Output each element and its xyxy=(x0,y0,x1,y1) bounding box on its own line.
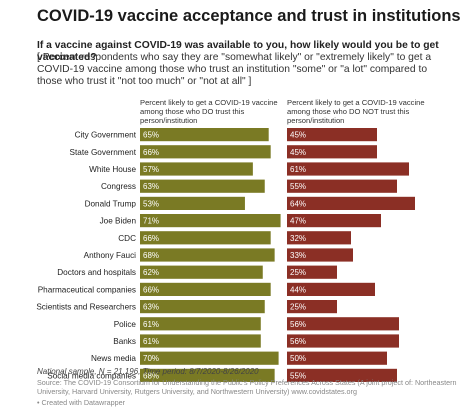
bar-value-label: 57% xyxy=(143,165,159,174)
bar-value-label: 55% xyxy=(290,182,306,191)
category-label: White House xyxy=(89,165,136,174)
category-label: News media xyxy=(91,354,136,363)
series-header-no-trust: Percent likely to get a COVID-19 vaccine… xyxy=(287,98,425,125)
bar-series-2 xyxy=(287,282,375,296)
source-note: Source: The COVID-19 Consortium for Unde… xyxy=(37,378,457,396)
bar-value-label: 53% xyxy=(143,199,159,208)
bar-series-1 xyxy=(140,145,271,159)
bar-series-1 xyxy=(140,179,265,193)
category-label: Donald Trump xyxy=(85,199,137,208)
category-label: CDC xyxy=(118,234,136,243)
category-label: City Government xyxy=(75,131,137,140)
bar-value-label: 68% xyxy=(143,251,159,260)
bar-series-2 xyxy=(287,179,397,193)
chart-question: If a vaccine against COVID-19 was availa… xyxy=(37,40,439,63)
bar-series-2 xyxy=(287,145,377,159)
bar-series-2 xyxy=(287,300,337,314)
bar-series-1 xyxy=(140,231,271,245)
bar-series-1 xyxy=(140,214,281,228)
bar-series-2 xyxy=(287,265,337,279)
bar-value-label: 63% xyxy=(143,182,159,191)
bar-value-label: 33% xyxy=(290,251,306,260)
bar-value-label: 63% xyxy=(143,303,159,312)
category-label: Pharmaceutical companies xyxy=(38,285,136,294)
bar-series-2 xyxy=(287,334,399,348)
bar-value-label: 70% xyxy=(143,354,159,363)
bar-value-label: 65% xyxy=(143,131,159,140)
bar-series-1 xyxy=(140,300,265,314)
credit-link[interactable]: • Created with Datawrapper xyxy=(37,398,126,407)
bar-series-1 xyxy=(140,317,261,331)
bar-value-label: 50% xyxy=(290,354,306,363)
category-label: Doctors and hospitals xyxy=(57,268,136,277)
category-label: Scientists and Researchers xyxy=(36,303,136,312)
bar-value-label: 45% xyxy=(290,148,306,157)
bar-value-label: 25% xyxy=(290,268,306,277)
bar-series-2 xyxy=(287,248,353,262)
bar-series-2 xyxy=(287,351,387,365)
bar-series-2 xyxy=(287,162,409,176)
bar-series-1 xyxy=(140,265,263,279)
bar-series-1 xyxy=(140,248,275,262)
chart-title: COVID-19 vaccine acceptance and trust in… xyxy=(37,7,461,25)
bar-value-label: 45% xyxy=(290,131,306,140)
bar-series-1 xyxy=(140,368,275,382)
category-label: State Government xyxy=(70,148,137,157)
bar-value-label: 44% xyxy=(290,285,306,294)
bar-value-label: 55% xyxy=(290,371,306,380)
bar-series-2 xyxy=(287,196,415,210)
sample-note: National sample, N = 21,196, Time period… xyxy=(37,367,259,376)
bar-series-2 xyxy=(287,368,397,382)
bar-value-label: 61% xyxy=(143,337,159,346)
bar-value-label: 61% xyxy=(143,320,159,329)
category-label: Congress xyxy=(101,182,136,191)
bar-value-label: 61% xyxy=(290,165,306,174)
bar-series-2 xyxy=(287,128,377,142)
bar-value-label: 25% xyxy=(290,303,306,312)
bar-series-1 xyxy=(140,162,253,176)
category-label: Banks xyxy=(113,337,136,346)
bar-value-label: 64% xyxy=(290,199,306,208)
bar-series-1 xyxy=(140,196,245,210)
bar-value-label: 56% xyxy=(290,337,306,346)
series-header-trust: Percent likely to get a COVID-19 vaccine… xyxy=(140,98,278,125)
bar-series-1 xyxy=(140,128,269,142)
bar-series-1 xyxy=(140,282,271,296)
bar-value-label: 66% xyxy=(143,234,159,243)
bar-series-2 xyxy=(287,214,381,228)
bar-value-label: 32% xyxy=(290,234,306,243)
bar-value-label: 71% xyxy=(143,217,159,226)
bar-value-label: 47% xyxy=(290,217,306,226)
bar-value-label: 56% xyxy=(290,320,306,329)
bar-series-1 xyxy=(140,334,261,348)
bar-series-1 xyxy=(140,351,279,365)
category-label: Joe Biden xyxy=(100,217,137,226)
category-label: Anthony Fauci xyxy=(84,251,137,260)
chart-subtitle: [ Percent respondents who say they are "… xyxy=(37,52,432,87)
category-label: Police xyxy=(114,320,137,329)
bar-series-2 xyxy=(287,231,351,245)
category-label: Social media companies xyxy=(47,371,136,380)
bar-value-label: 66% xyxy=(143,285,159,294)
bar-value-label: 66% xyxy=(143,148,159,157)
bar-value-label: 68% xyxy=(143,371,159,380)
bar-series-2 xyxy=(287,317,399,331)
bar-value-label: 62% xyxy=(143,268,159,277)
